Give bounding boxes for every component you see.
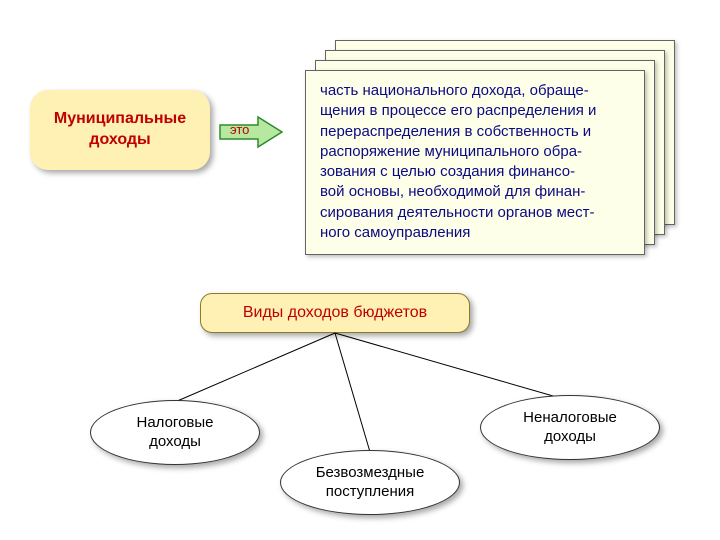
title-box: Муниципальные доходы xyxy=(30,90,210,170)
title-text: Муниципальные доходы xyxy=(54,109,186,151)
definition-text: часть национального дохода, обраще- щени… xyxy=(320,81,630,243)
definition-card: часть национального дохода, обраще- щени… xyxy=(305,70,645,255)
types-header-box: Виды доходов бюджетов xyxy=(200,293,470,333)
types-header-text: Виды доходов бюджетов xyxy=(243,304,427,322)
child-label: Безвозмездные поступления xyxy=(316,464,425,502)
child-ellipse-gratuitous: Безвозмездные поступления xyxy=(280,450,460,515)
arrow-label: это xyxy=(230,122,249,137)
child-ellipse-nontax: Неналоговые доходы xyxy=(480,395,660,460)
child-label: Налоговые доходы xyxy=(136,414,213,452)
arrow-icon xyxy=(218,115,284,149)
child-ellipse-tax: Налоговые доходы xyxy=(90,400,260,465)
definition-card-stack: часть национального дохода, обраще- щени… xyxy=(305,40,675,250)
child-label: Неналоговые доходы xyxy=(523,409,617,447)
